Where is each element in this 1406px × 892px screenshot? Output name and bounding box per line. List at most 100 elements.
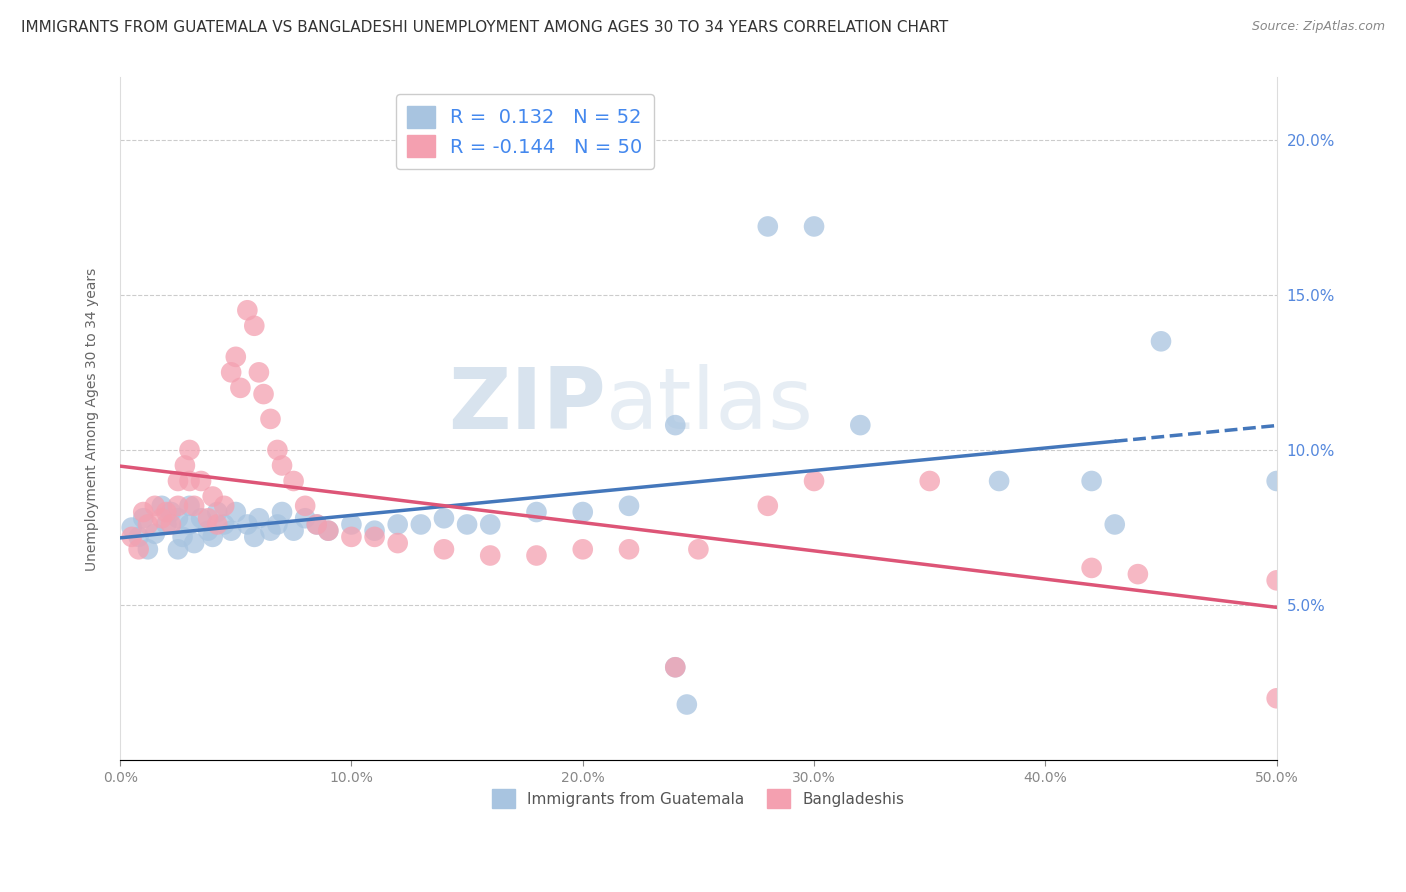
Point <box>150 511 173 525</box>
Point <box>219 524 242 538</box>
Point <box>174 458 197 473</box>
Point <box>197 511 219 525</box>
Point <box>136 542 159 557</box>
Point <box>1080 474 1102 488</box>
Point <box>172 530 194 544</box>
Point <box>387 517 409 532</box>
Point <box>160 517 183 532</box>
Point <box>340 530 363 544</box>
Point <box>201 490 224 504</box>
Point <box>247 511 270 525</box>
Point <box>756 219 779 234</box>
Point <box>1265 574 1288 588</box>
Point <box>664 660 686 674</box>
Point <box>259 412 281 426</box>
Point <box>225 505 247 519</box>
Point <box>849 418 872 433</box>
Point <box>1126 567 1149 582</box>
Point <box>363 530 385 544</box>
Point <box>305 517 328 532</box>
Point <box>243 318 266 333</box>
Point <box>243 530 266 544</box>
Point <box>212 517 235 532</box>
Point <box>236 303 259 318</box>
Point <box>167 542 190 557</box>
Point <box>167 511 190 525</box>
Point <box>179 474 201 488</box>
Point <box>1104 517 1126 532</box>
Point <box>266 517 288 532</box>
Point <box>526 505 548 519</box>
Text: Source: ZipAtlas.com: Source: ZipAtlas.com <box>1251 20 1385 33</box>
Point <box>143 526 166 541</box>
Point <box>305 517 328 532</box>
Point <box>128 542 150 557</box>
Point <box>340 517 363 532</box>
Point <box>387 536 409 550</box>
Point <box>664 660 686 674</box>
Point <box>803 474 825 488</box>
Point <box>526 549 548 563</box>
Point <box>803 219 825 234</box>
Point <box>1080 561 1102 575</box>
Point <box>1265 474 1288 488</box>
Point <box>128 530 150 544</box>
Text: ZIP: ZIP <box>449 364 606 447</box>
Point <box>271 505 294 519</box>
Point <box>132 511 155 525</box>
Point <box>363 524 385 538</box>
Point <box>571 542 593 557</box>
Point <box>179 442 201 457</box>
Point <box>190 474 212 488</box>
Text: IMMIGRANTS FROM GUATEMALA VS BANGLADESHI UNEMPLOYMENT AMONG AGES 30 TO 34 YEARS : IMMIGRANTS FROM GUATEMALA VS BANGLADESHI… <box>21 20 948 35</box>
Point <box>433 542 456 557</box>
Point <box>167 474 190 488</box>
Point <box>197 524 219 538</box>
Point <box>179 499 201 513</box>
Point <box>456 517 478 532</box>
Point <box>664 418 686 433</box>
Point <box>294 511 316 525</box>
Legend: Immigrants from Guatemala, Bangladeshis: Immigrants from Guatemala, Bangladeshis <box>486 783 911 814</box>
Point <box>201 530 224 544</box>
Point <box>1265 691 1288 706</box>
Point <box>229 381 252 395</box>
Point <box>190 511 212 525</box>
Point <box>132 505 155 519</box>
Point <box>167 499 190 513</box>
Point <box>225 350 247 364</box>
Point <box>160 505 183 519</box>
Point <box>247 365 270 379</box>
Point <box>207 505 229 519</box>
Point <box>150 499 173 513</box>
Point <box>283 524 305 538</box>
Point <box>479 517 502 532</box>
Point <box>617 542 640 557</box>
Point <box>219 365 242 379</box>
Point <box>236 517 259 532</box>
Point <box>1150 334 1173 349</box>
Point <box>318 524 340 538</box>
Point <box>409 517 432 532</box>
Point <box>121 520 143 534</box>
Point <box>617 499 640 513</box>
Point <box>283 474 305 488</box>
Point <box>756 499 779 513</box>
Point <box>294 499 316 513</box>
Point <box>155 517 177 532</box>
Point <box>212 499 235 513</box>
Point <box>143 499 166 513</box>
Point <box>266 442 288 457</box>
Point <box>571 505 593 519</box>
Point <box>259 524 281 538</box>
Point <box>433 511 456 525</box>
Point <box>121 530 143 544</box>
Point <box>183 536 205 550</box>
Point <box>988 474 1011 488</box>
Text: atlas: atlas <box>606 364 814 447</box>
Point <box>918 474 941 488</box>
Point <box>318 524 340 538</box>
Point <box>155 505 177 519</box>
Point <box>676 698 699 712</box>
Y-axis label: Unemployment Among Ages 30 to 34 years: Unemployment Among Ages 30 to 34 years <box>86 268 100 571</box>
